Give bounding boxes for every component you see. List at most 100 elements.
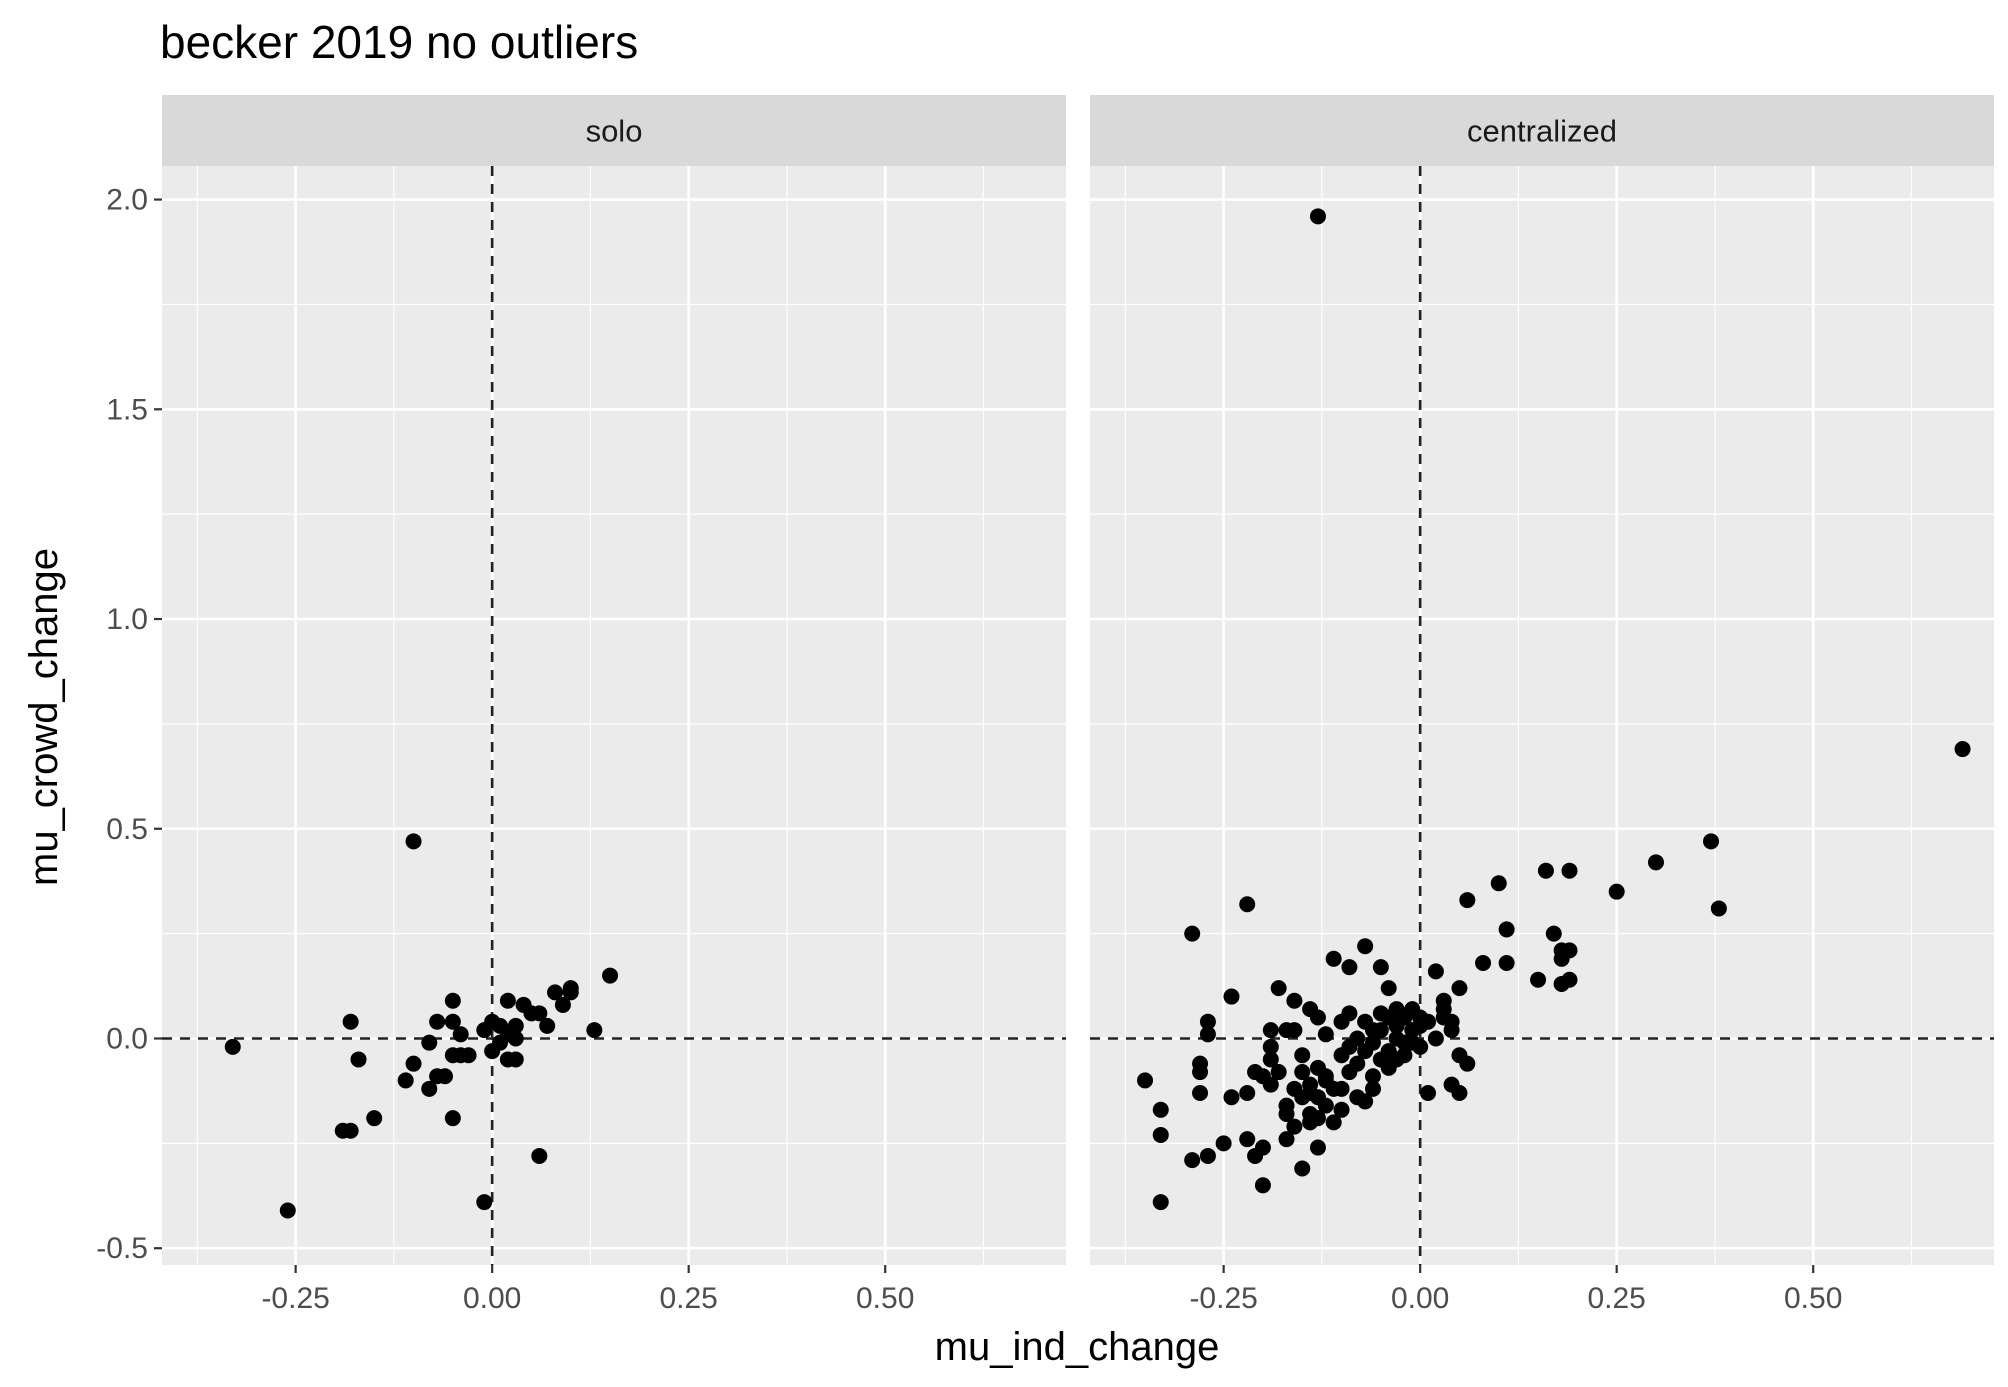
x-tick-label: -0.25 [261, 1282, 329, 1315]
data-point [1184, 925, 1201, 942]
facet-strip [162, 95, 1066, 166]
facet-strip-label: centralized [1467, 114, 1617, 149]
data-point [1443, 1013, 1460, 1030]
data-point [1537, 862, 1554, 879]
data-point [1420, 1013, 1437, 1030]
data-point [1286, 992, 1303, 1009]
data-point [1364, 1068, 1381, 1085]
data-point [1192, 1055, 1209, 1072]
data-point [547, 984, 564, 1001]
data-point [1239, 1131, 1256, 1148]
data-point [1703, 833, 1720, 850]
facet-strip-label: solo [586, 114, 643, 149]
data-point [476, 1194, 493, 1211]
data-point [1341, 959, 1358, 976]
data-point [1498, 954, 1515, 971]
data-point [1294, 1047, 1311, 1064]
data-point [1278, 1097, 1295, 1114]
data-point [452, 1026, 469, 1043]
x-axis-solo: -0.25 0.00 0.25 0.50 [261, 1265, 914, 1315]
data-point [1254, 1139, 1271, 1156]
data-point [1152, 1194, 1169, 1211]
data-point [1561, 971, 1578, 988]
data-point [507, 1051, 524, 1068]
x-tick-label: 0.50 [1784, 1282, 1842, 1315]
data-point [1199, 1013, 1216, 1030]
data-point [1427, 963, 1444, 980]
data-point [1475, 954, 1492, 971]
facet-panel-centralized: centralized [1090, 95, 1994, 1265]
data-point [539, 1017, 556, 1034]
data-point [1459, 892, 1476, 909]
data-point [444, 992, 461, 1009]
data-point [1380, 980, 1397, 997]
facet-panels: solo centralized [162, 95, 1994, 1265]
data-point [1254, 1177, 1271, 1194]
data-point [507, 1017, 524, 1034]
data-point [1325, 950, 1342, 967]
chart-title: becker 2019 no outliers [160, 16, 638, 68]
data-point [1223, 1089, 1240, 1106]
y-tick-label: 2.0 [106, 184, 148, 217]
data-point [1309, 208, 1326, 225]
panel-background [162, 166, 1066, 1265]
y-axis-label: mu_crowd_change [22, 548, 66, 886]
data-point [1262, 1038, 1279, 1055]
x-tick-label: 0.50 [856, 1282, 914, 1315]
data-point [531, 1005, 548, 1022]
data-point [1270, 980, 1287, 997]
y-tick-label: 1.0 [106, 603, 148, 636]
data-point [1427, 1030, 1444, 1047]
data-point [444, 1110, 461, 1127]
data-point [562, 980, 579, 997]
data-point [421, 1034, 438, 1051]
data-point [1309, 1110, 1326, 1127]
data-point [1270, 1064, 1287, 1081]
data-point [460, 1047, 477, 1064]
data-point [1333, 1080, 1350, 1097]
data-point [1349, 1055, 1366, 1072]
data-point [1262, 1022, 1279, 1039]
data-point [1152, 1101, 1169, 1118]
data-point [1317, 1026, 1334, 1043]
data-point [1349, 1030, 1366, 1047]
data-point [1710, 900, 1727, 917]
data-point [1223, 988, 1240, 1005]
x-axis-centralized: -0.25 0.00 0.25 0.50 [1189, 1265, 1842, 1315]
data-point [1530, 971, 1547, 988]
data-point [1372, 959, 1389, 976]
data-point [1341, 1005, 1358, 1022]
data-point [1357, 938, 1374, 955]
data-point [421, 1080, 438, 1097]
data-point [1199, 1147, 1216, 1164]
x-axis-label: mu_ind_change [935, 1325, 1220, 1369]
data-point [1647, 854, 1664, 871]
data-point [1364, 1034, 1381, 1051]
data-point [602, 967, 619, 984]
data-point [1451, 980, 1468, 997]
data-point [224, 1038, 241, 1055]
data-point [554, 996, 571, 1013]
x-tick-label: 0.00 [1391, 1282, 1449, 1315]
data-point [1309, 1139, 1326, 1156]
data-point [1412, 1038, 1429, 1055]
facet-strip [1090, 95, 1994, 166]
data-point [1184, 1152, 1201, 1169]
data-point [350, 1051, 367, 1068]
data-point [279, 1202, 296, 1219]
data-point [1215, 1135, 1232, 1152]
data-point [1278, 1131, 1295, 1148]
y-tick-label: 0.0 [106, 1022, 148, 1055]
data-point [342, 1122, 359, 1139]
data-point [444, 1013, 461, 1030]
data-point [342, 1013, 359, 1030]
data-point [366, 1110, 383, 1127]
data-point [1608, 883, 1625, 900]
x-tick-label: -0.25 [1189, 1282, 1257, 1315]
data-point [1262, 1076, 1279, 1093]
data-point [1364, 1080, 1381, 1097]
x-tick-label: 0.25 [1587, 1282, 1645, 1315]
data-point [436, 1068, 453, 1085]
data-point [1192, 1085, 1209, 1102]
